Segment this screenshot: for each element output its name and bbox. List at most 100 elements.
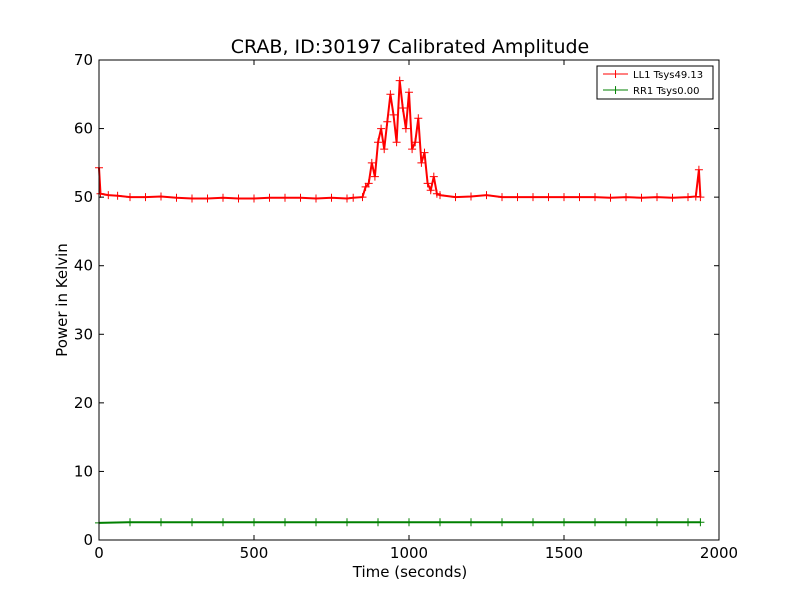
data-point	[560, 518, 568, 527]
data-point	[367, 158, 376, 167]
data-point	[157, 192, 165, 201]
legend: + LL1 Tsys49.13 + RR1 Tsys0.00	[596, 65, 714, 100]
data-point	[529, 518, 537, 527]
data-point	[436, 191, 444, 200]
data-point	[429, 172, 438, 181]
data-point	[622, 518, 630, 527]
data-point	[296, 193, 305, 202]
data-point	[560, 193, 568, 202]
y-axis-label: Power in Kelvin	[53, 243, 71, 357]
ticks-layer: 0 500 1000 1500 2000 0 10 20 30 40 50 60 70	[74, 51, 738, 562]
data-point	[591, 518, 599, 527]
data-point	[575, 193, 584, 202]
data-point	[395, 76, 404, 85]
data-point	[265, 193, 274, 202]
data-point	[380, 145, 389, 154]
y-tick-label: 10	[74, 462, 93, 480]
legend-label-ll1: LL1 Tsys49.13	[633, 70, 703, 81]
x-tick-label: 2000	[700, 544, 738, 562]
data-point	[219, 518, 227, 527]
data-point	[696, 518, 705, 527]
data-point	[482, 191, 491, 200]
plot-frame	[98, 59, 720, 541]
data-point	[684, 193, 692, 202]
series-layer	[95, 76, 705, 527]
series-0	[95, 76, 705, 203]
data-point	[451, 193, 460, 202]
data-point	[420, 148, 429, 157]
data-point	[417, 158, 426, 167]
data-point	[401, 124, 410, 133]
data-point	[513, 193, 522, 202]
legend-box	[596, 65, 714, 100]
data-point	[411, 138, 420, 147]
data-point	[219, 193, 227, 202]
data-point	[113, 191, 122, 200]
x-tick-label: 1000	[390, 544, 428, 562]
data-point	[606, 193, 615, 202]
data-point	[281, 518, 289, 527]
y-tick-label: 50	[74, 188, 93, 206]
data-point	[467, 192, 475, 201]
data-point	[377, 124, 386, 133]
y-tick-label: 20	[74, 394, 93, 412]
data-point	[374, 518, 382, 527]
y-tick-label: 30	[74, 325, 93, 343]
x-tick-label: 1500	[545, 544, 583, 562]
data-point	[392, 138, 401, 147]
data-point	[343, 518, 351, 527]
data-point	[104, 191, 113, 200]
y-tick-label: 40	[74, 257, 93, 275]
y-tick-label: 70	[74, 51, 93, 69]
legend-marker-ll1: +	[610, 67, 620, 81]
data-point	[188, 518, 196, 527]
data-point	[653, 193, 661, 202]
data-point	[312, 518, 320, 527]
data-point	[327, 193, 336, 202]
legend-label-rr1: RR1 Tsys0.00	[633, 86, 700, 97]
x-axis-label: Time (seconds)	[352, 563, 468, 581]
data-point	[349, 193, 358, 202]
data-point	[389, 110, 398, 119]
data-point	[370, 172, 379, 181]
data-point	[696, 193, 705, 202]
x-tick-label: 500	[240, 544, 269, 562]
data-point	[383, 117, 392, 126]
data-point	[141, 193, 150, 202]
data-point	[691, 192, 700, 201]
data-point	[426, 186, 435, 195]
data-point	[529, 193, 537, 202]
data-point	[250, 518, 258, 527]
data-point	[498, 518, 506, 527]
data-point	[467, 518, 475, 527]
data-point	[374, 138, 382, 147]
data-point	[358, 193, 367, 202]
data-point	[637, 193, 646, 202]
data-point	[436, 518, 444, 527]
data-point	[684, 518, 692, 527]
data-point	[312, 194, 320, 203]
data-point	[234, 194, 243, 203]
data-point	[622, 193, 630, 202]
data-point	[172, 193, 181, 202]
data-point	[126, 518, 134, 527]
chart-title: CRAB, ID:30197 Calibrated Amplitude	[231, 36, 590, 58]
data-point	[188, 194, 196, 203]
data-point	[250, 194, 258, 203]
data-point	[498, 193, 506, 202]
data-point	[668, 193, 677, 202]
data-point	[343, 194, 351, 203]
data-point	[386, 90, 395, 99]
x-tick-label: 0	[94, 544, 104, 562]
data-point	[414, 114, 423, 123]
data-point	[408, 145, 417, 154]
data-point	[157, 518, 165, 527]
data-point	[96, 189, 105, 198]
data-point	[544, 193, 553, 202]
data-point	[398, 104, 407, 112]
data-point	[653, 518, 661, 527]
data-point	[405, 518, 413, 527]
data-point	[405, 88, 413, 97]
data-point	[423, 179, 432, 188]
